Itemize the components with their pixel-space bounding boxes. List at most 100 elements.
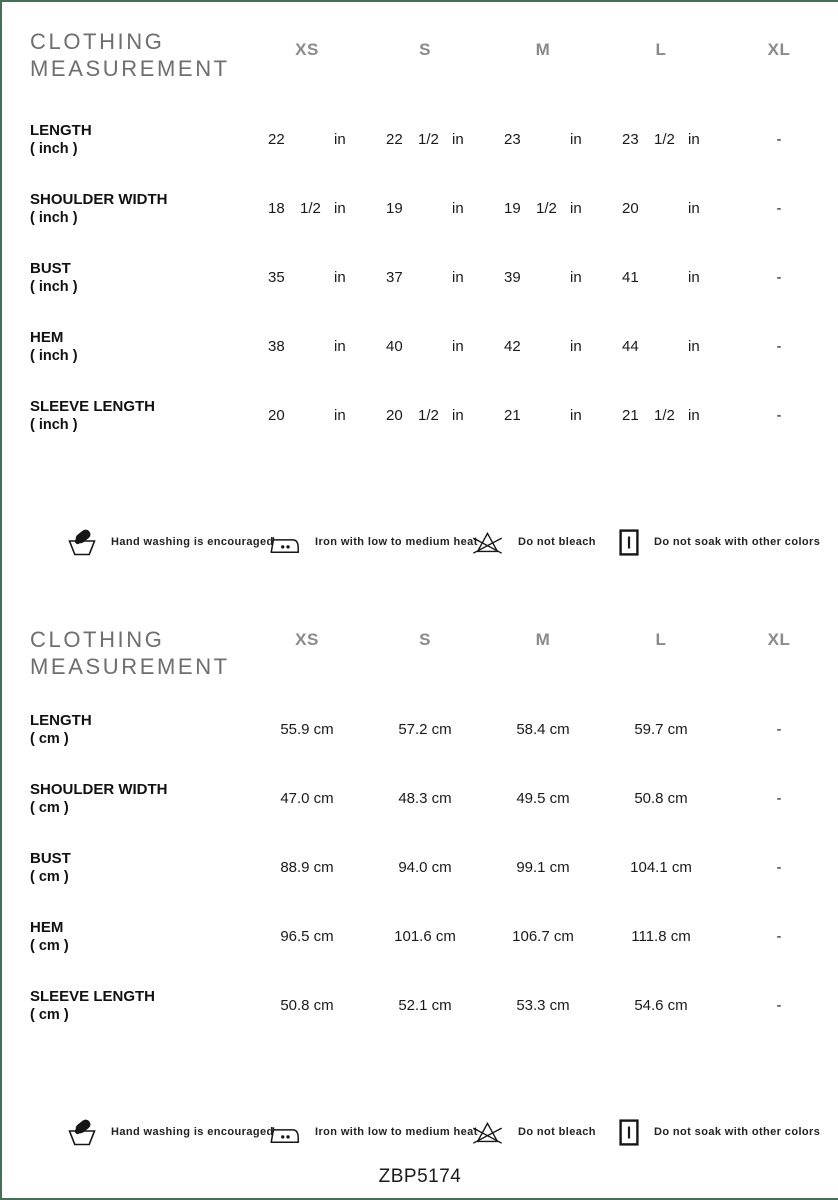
measurement-cell: 111.8 cm (631, 928, 691, 945)
do-not-bleach-icon (472, 1119, 503, 1145)
measurement-cell: - (776, 131, 782, 148)
measurement-cell: 19 in (386, 200, 464, 217)
measurement-cell: 54.6 cm (634, 997, 688, 1014)
page-title: CLOTHING MEASUREMENT (2, 600, 248, 695)
row-label-cell: HEM ( cm ) (30, 918, 69, 954)
do-not-soak-icon (619, 1118, 639, 1146)
measurement-cell: 21 1/2 in (622, 407, 700, 424)
measurement-cell: - (776, 269, 782, 286)
measurement-cell: - (776, 407, 782, 424)
row-label-cell: SLEEVE LENGTH ( inch ) (30, 397, 156, 433)
product-code: ZBP5174 (378, 1166, 462, 1187)
table-row-bust-cm: BUST ( cm ) 88.9 cm 94.0 cm 99.1 cm 104.… (2, 833, 838, 902)
measurement-cell: 35 in (268, 269, 346, 286)
measurement-cell: 88.9 cm (280, 859, 334, 876)
cm-table-header: CLOTHING MEASUREMENT XS S M L XL (2, 600, 838, 695)
measurement-cell: 22 1/2 in (386, 131, 464, 148)
measurement-cell: 40 in (386, 338, 464, 355)
page-title: CLOTHING MEASUREMENT (2, 2, 248, 105)
care-label: Iron with low to medium heat (315, 1126, 478, 1138)
measurement-cell: 20 1/2 in (386, 407, 464, 424)
measurement-cell: - (776, 338, 782, 355)
size-header-m: M (535, 630, 551, 649)
measurement-cell: 50.8 cm (634, 790, 688, 807)
care-label: Do not soak with other colors (654, 536, 821, 548)
measurement-cell: - (776, 790, 782, 807)
care-label: Do not soak with other colors (654, 1126, 821, 1138)
size-header-xl: XL (767, 40, 791, 59)
hand-wash-icon (68, 1117, 96, 1147)
row-label-cell: BUST ( inch ) (30, 259, 78, 295)
measurement-cell: 42 in (504, 338, 582, 355)
measurement-cell: 99.1 cm (516, 859, 570, 876)
size-header-s: S (419, 630, 431, 649)
measurement-cell: 53.3 cm (516, 997, 570, 1014)
measurement-cell: - (776, 928, 782, 945)
row-label-cell: LENGTH ( inch ) (30, 121, 92, 157)
measurement-cell: 23 in (504, 131, 582, 148)
measurement-cell: 20 in (268, 407, 346, 424)
row-label-cell: HEM ( inch ) (30, 328, 78, 364)
care-label: Iron with low to medium heat (315, 536, 478, 548)
measurement-cell: 22 in (268, 131, 346, 148)
care-item-iron: Iron with low to medium heat (269, 1102, 478, 1162)
measurement-cell: 47.0 cm (280, 790, 334, 807)
care-item-do-not-bleach: Do not bleach (472, 1102, 596, 1162)
measurement-cell: 38 in (268, 338, 346, 355)
size-header-xs: XS (295, 40, 319, 59)
measurement-cell: 19 1/2 in (504, 200, 582, 217)
table-row-length-cm: LENGTH ( cm ) 55.9 cm 57.2 cm 58.4 cm 59… (2, 695, 838, 764)
measurement-cell: 106.7 cm (512, 928, 574, 945)
measurement-cell: 104.1 cm (630, 859, 692, 876)
measurement-cell: 52.1 cm (398, 997, 452, 1014)
size-header-m: M (535, 40, 551, 59)
page-title-line1: CLOTHING (30, 29, 165, 54)
table-row-hem-cm: HEM ( cm ) 96.5 cm 101.6 cm 106.7 cm 111… (2, 902, 838, 971)
measurement-cell: 57.2 cm (398, 721, 452, 738)
care-item-do-not-soak: Do not soak with other colors (619, 512, 820, 572)
measurement-cell: 18 1/2 in (268, 200, 346, 217)
page-title-line2: MEASUREMENT (30, 654, 230, 679)
inch-table-header: CLOTHING MEASUREMENT XS S M L XL (2, 2, 838, 105)
size-header-l: L (655, 630, 667, 649)
row-label-cell: LENGTH ( cm ) (30, 711, 92, 747)
care-label: Do not bleach (518, 1126, 596, 1138)
table-row-hem-inch: HEM ( inch ) 38 in 40 in 42 in 44 in - (2, 312, 838, 381)
care-label: Do not bleach (518, 536, 596, 548)
care-item-hand-wash: Hand washing is encouraged (68, 512, 274, 572)
table-row-shoulder-inch: SHOULDER WIDTH ( inch ) 18 1/2 in 19 in 19 1… (2, 174, 838, 243)
row-label-cell: BUST ( cm ) (30, 849, 71, 885)
measurement-cell: 49.5 cm (516, 790, 570, 807)
size-header-l: L (655, 40, 667, 59)
measurement-cell: 20 in (622, 200, 700, 217)
care-item-do-not-soak: Do not soak with other colors (619, 1102, 820, 1162)
table-row-shoulder-cm: SHOULDER WIDTH ( cm ) 47.0 cm 48.3 cm 49… (2, 764, 838, 833)
table-row-bust-inch: BUST ( inch ) 35 in 37 in 39 in 41 in - (2, 243, 838, 312)
measurement-cell: 37 in (386, 269, 464, 286)
do-not-soak-icon (619, 528, 639, 556)
measurement-cell: - (776, 859, 782, 876)
page-title-line1: CLOTHING (30, 627, 165, 652)
measurement-cell: - (776, 200, 782, 217)
measurement-cell: - (776, 997, 782, 1014)
measurement-cell: 58.4 cm (516, 721, 570, 738)
measurement-cell: 59.7 cm (634, 721, 688, 738)
size-header-xs: XS (295, 630, 319, 649)
table-row-sleeve-cm: SLEEVE LENGTH ( cm ) 50.8 cm 52.1 cm 53.… (2, 971, 838, 1040)
do-not-bleach-icon (472, 529, 503, 555)
care-item-iron: Iron with low to medium heat (269, 512, 478, 572)
table-row-sleeve-inch: SLEEVE LENGTH ( inch ) 20 in 20 1/2 in 21 in… (2, 381, 838, 450)
measurement-cell: 44 in (622, 338, 700, 355)
care-instructions: Hand washing is encouraged Iron with low… (2, 1102, 838, 1162)
measurement-cell: 94.0 cm (398, 859, 452, 876)
care-instructions: Hand washing is encouraged Iron with low… (2, 512, 838, 572)
row-label-cell: SHOULDER WIDTH ( cm ) (30, 780, 168, 816)
measurement-cell: 48.3 cm (398, 790, 452, 807)
care-label: Hand washing is encouraged (111, 1126, 274, 1138)
hand-wash-icon (68, 527, 96, 557)
measurement-cell: 39 in (504, 269, 582, 286)
iron-icon (269, 1120, 300, 1145)
row-label-cell: SLEEVE LENGTH ( cm ) (30, 987, 156, 1023)
page-title-line2: MEASUREMENT (30, 56, 230, 81)
